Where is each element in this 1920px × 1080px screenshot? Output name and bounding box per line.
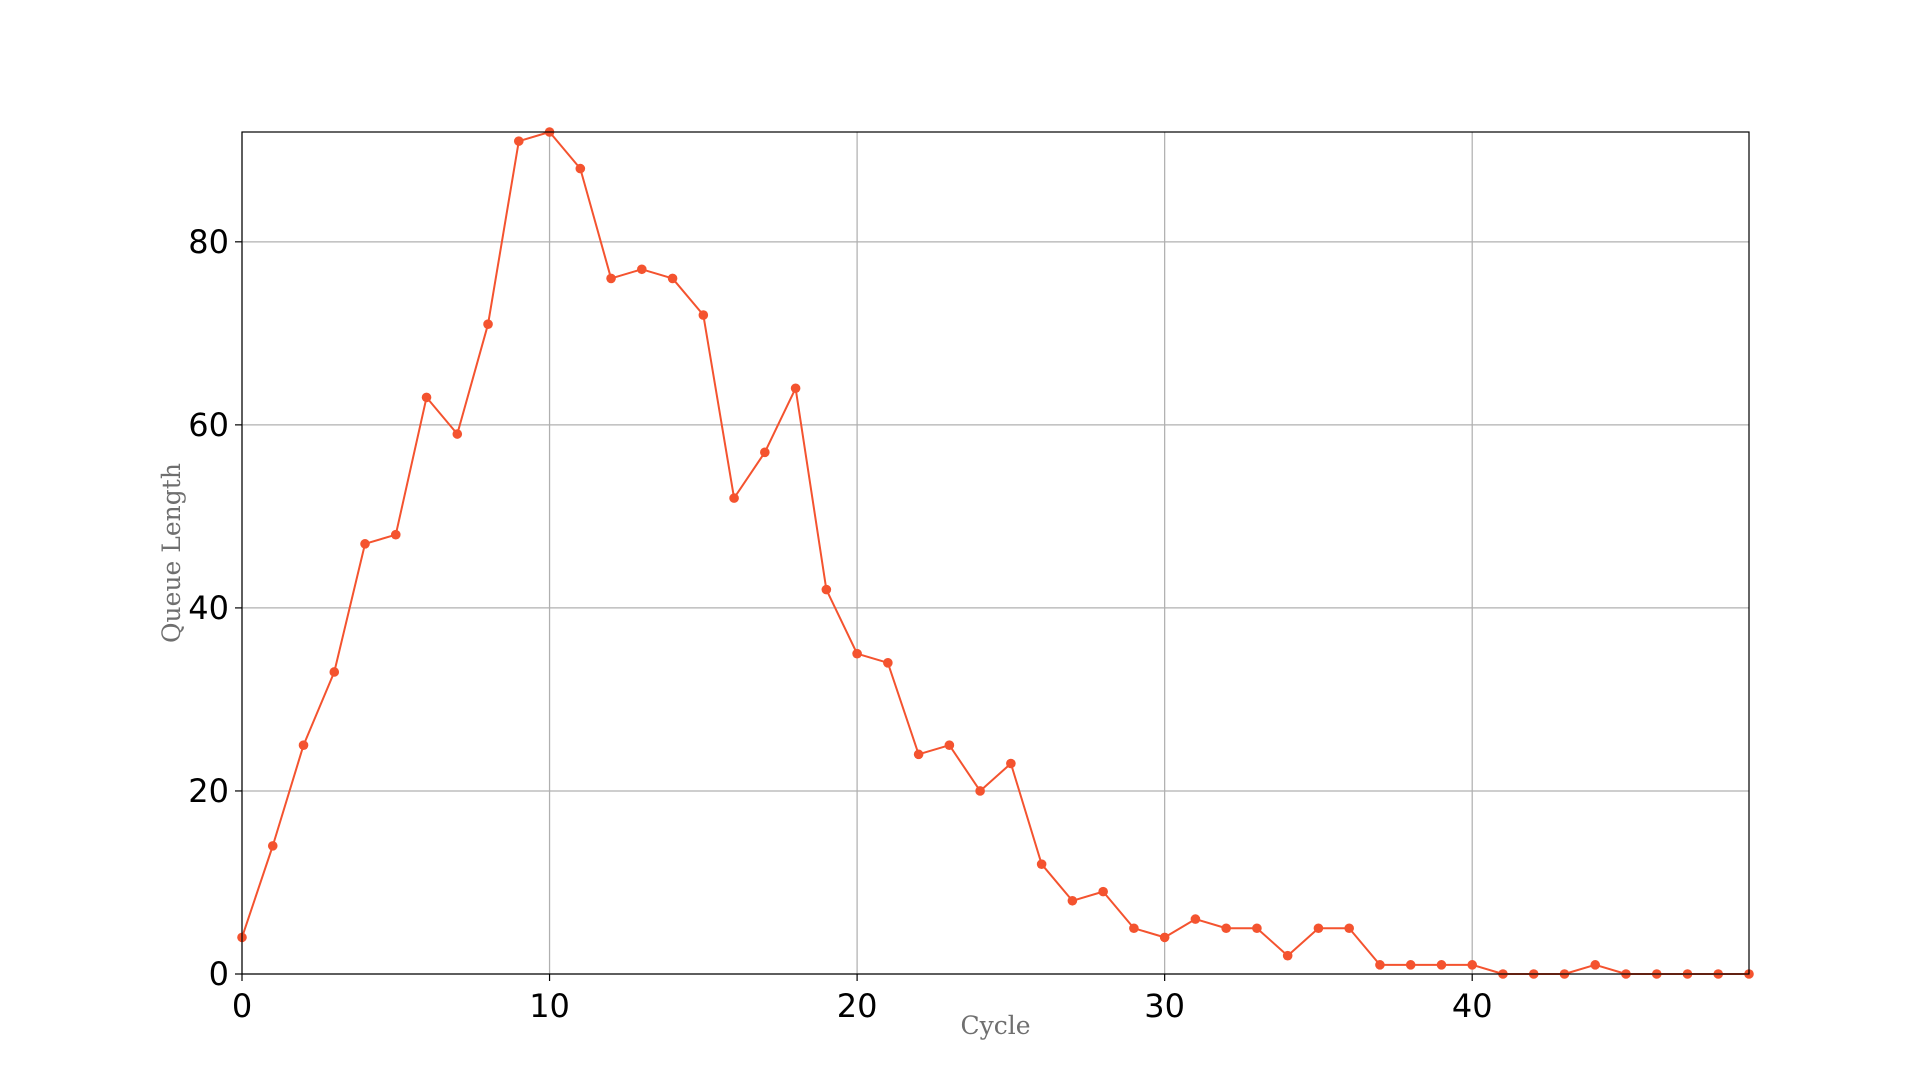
- y-tick-label: 0: [209, 955, 229, 993]
- data-point: [1036, 859, 1047, 869]
- data-point: [913, 749, 924, 760]
- data-point: [883, 658, 893, 668]
- data-point: [421, 392, 432, 403]
- data-point: [575, 163, 586, 174]
- data-point: [329, 667, 340, 677]
- data-point: [637, 264, 647, 275]
- data-point: [975, 786, 985, 796]
- data-point: [1252, 923, 1262, 934]
- data-point: [667, 273, 678, 284]
- data-point: [606, 273, 616, 284]
- data-point: [790, 383, 801, 394]
- y-tick-label: 80: [188, 223, 229, 261]
- data-point: [1313, 923, 1324, 934]
- series-layer: [237, 127, 1754, 979]
- x-tick-label: 20: [837, 987, 878, 1025]
- data-point: [1006, 758, 1016, 769]
- axes-ticks: 0 10 20 30 40 0 20 40 60 80: [188, 223, 1492, 1025]
- data-point: [360, 539, 370, 549]
- data-point: [821, 584, 832, 595]
- y-tick-label: 20: [188, 772, 229, 810]
- data-point: [483, 319, 493, 329]
- y-tick-label: 60: [188, 406, 229, 444]
- data-point: [1159, 932, 1170, 943]
- data-point: [1375, 960, 1385, 970]
- data-point: [729, 493, 739, 503]
- data-point: [1405, 960, 1416, 970]
- data-point: [1282, 950, 1293, 961]
- data-point: [1467, 960, 1478, 970]
- data-point: [1590, 960, 1601, 970]
- y-axis-label: Queue Length: [157, 463, 186, 643]
- x-axis-label: Cycle: [960, 1011, 1030, 1040]
- data-point: [1344, 923, 1354, 934]
- x-tick-label: 40: [1452, 987, 1493, 1025]
- data-point: [760, 447, 770, 458]
- data-point: [1129, 923, 1139, 934]
- x-tick-label: 30: [1144, 987, 1185, 1025]
- data-point: [1436, 960, 1447, 970]
- data-point: [513, 136, 524, 146]
- x-tick-label: 10: [529, 987, 570, 1025]
- data-point: [390, 529, 401, 540]
- data-point: [298, 740, 309, 750]
- y-tick-label: 40: [188, 589, 229, 627]
- data-point: [1098, 886, 1108, 897]
- grid: [241, 132, 1749, 975]
- data-point: [944, 740, 955, 750]
- data-point: [1221, 923, 1231, 934]
- series-line: [241, 131, 1749, 975]
- data-point: [1067, 895, 1078, 906]
- data-point: [452, 429, 463, 439]
- data-point: [1190, 914, 1201, 924]
- data-point: [698, 310, 709, 320]
- plot-frame: [241, 131, 1750, 975]
- x-tick-label: 0: [232, 987, 252, 1025]
- data-point: [267, 841, 278, 851]
- data-point: [852, 648, 862, 659]
